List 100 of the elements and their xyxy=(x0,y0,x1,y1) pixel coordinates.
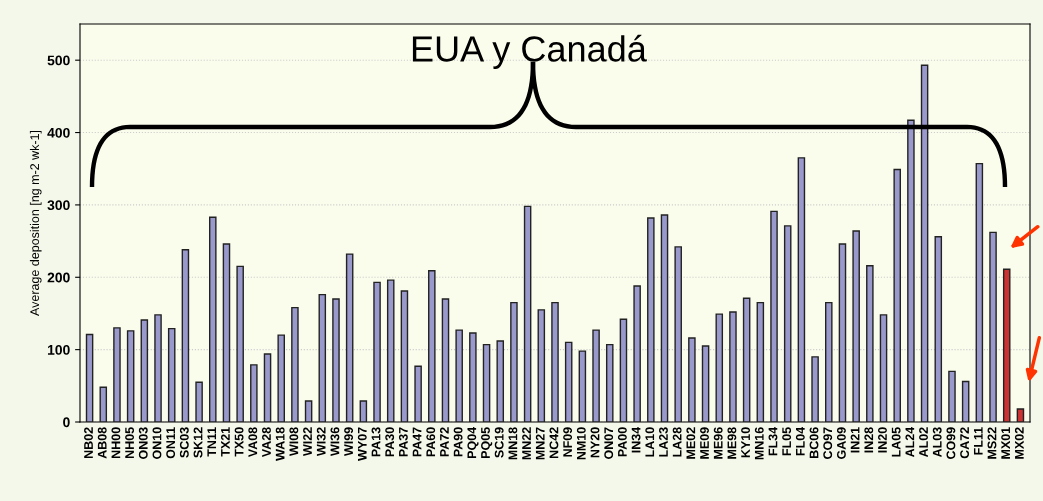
bar xyxy=(647,217,655,422)
bar xyxy=(195,381,203,422)
y-tick-label: 200 xyxy=(47,272,70,283)
x-tick-label: PA60 xyxy=(426,427,436,457)
bar xyxy=(359,400,368,422)
bar xyxy=(688,337,696,422)
x-tick-label: AL02 xyxy=(919,427,928,458)
x-tick-label: CO99 xyxy=(946,427,956,459)
x-tick-label: PQ05 xyxy=(481,427,493,458)
x-tick-label: LA05 xyxy=(891,427,901,457)
x-tick-label: PA72 xyxy=(439,427,449,457)
x-tick-label: ME02 xyxy=(686,427,696,459)
x-tick-label: PA90 xyxy=(453,427,463,457)
x-tick-label: PA37 xyxy=(398,427,408,457)
bar xyxy=(277,334,285,422)
annotation: EUA y Canadá xyxy=(412,34,647,69)
bar xyxy=(989,231,997,422)
bar xyxy=(783,225,792,422)
bar xyxy=(1016,408,1025,422)
bar xyxy=(523,205,532,422)
x-tick-label: TN11 xyxy=(207,427,217,457)
bar xyxy=(578,350,587,422)
x-tick-label: FL05 xyxy=(782,427,792,456)
bar xyxy=(345,253,354,422)
x-tick-label: SC19 xyxy=(494,427,504,458)
y-tick-label: 100 xyxy=(47,344,70,355)
bar xyxy=(222,243,231,422)
bar xyxy=(893,168,901,422)
x-tick-label: PA30 xyxy=(385,427,395,457)
x-tick-label: WY07 xyxy=(357,427,367,461)
bar xyxy=(85,333,94,422)
bar xyxy=(291,306,299,422)
y-tick-label: 0 xyxy=(63,417,70,428)
bar xyxy=(797,157,806,422)
bar xyxy=(154,314,162,422)
bar xyxy=(756,301,765,422)
x-tick-label: VA08 xyxy=(248,427,258,458)
bar xyxy=(400,290,409,422)
bar xyxy=(660,214,669,422)
bar xyxy=(537,309,546,422)
x-tick-label: LA28 xyxy=(672,427,682,457)
bar xyxy=(866,264,874,422)
bar xyxy=(496,340,505,422)
bar xyxy=(920,64,929,422)
x-tick-label: MN16 xyxy=(754,427,764,460)
bar xyxy=(879,314,888,422)
bar xyxy=(428,270,436,422)
bar xyxy=(236,265,244,422)
bar xyxy=(907,119,915,422)
x-tick-label: PA13 xyxy=(371,427,381,457)
bar xyxy=(482,343,491,422)
x-tick-label: NH00 xyxy=(111,427,121,458)
x-tick-label: LA10 xyxy=(645,427,655,457)
x-tick-label: MN27 xyxy=(535,427,545,460)
x-tick-label: ME98 xyxy=(727,427,737,459)
x-tick-label: SC03 xyxy=(179,427,189,458)
x-tick-label: PA47 xyxy=(412,427,422,457)
x-tick-label: ON10 xyxy=(152,427,162,459)
x-tick-label: TX50 xyxy=(234,427,244,457)
x-tick-label: WI36 xyxy=(330,427,340,457)
x-tick-label: NC42 xyxy=(549,427,559,458)
bar xyxy=(715,313,724,422)
bar xyxy=(605,343,614,422)
x-tick-label: SK12 xyxy=(193,427,203,458)
bar xyxy=(592,329,600,422)
bar xyxy=(510,301,518,422)
bar xyxy=(551,301,559,422)
bar xyxy=(181,249,190,422)
x-tick-label: AL24 xyxy=(905,426,915,458)
bar xyxy=(140,319,149,422)
bar xyxy=(948,370,956,422)
x-tick-label: VA28 xyxy=(262,427,271,458)
x-tick-label: IN21 xyxy=(850,427,860,453)
bar xyxy=(414,365,422,422)
bar xyxy=(373,281,381,422)
x-tick-label: IN20 xyxy=(878,427,887,453)
x-tick-label: WA18 xyxy=(275,427,285,461)
bar xyxy=(469,332,477,422)
bar xyxy=(674,246,682,422)
x-tick-label: WI22 xyxy=(303,427,312,457)
bar xyxy=(934,236,943,422)
x-tick-label: NY20 xyxy=(590,427,600,458)
bar xyxy=(701,345,710,422)
bar xyxy=(742,297,751,422)
x-tick-label: ON11 xyxy=(166,427,176,459)
x-tick-label: IN34 xyxy=(631,426,641,453)
bar xyxy=(619,318,628,422)
x-tick-label: BC06 xyxy=(809,427,819,458)
bar xyxy=(318,293,327,422)
x-tick-label: LA23 xyxy=(659,427,668,457)
bar xyxy=(99,386,108,422)
x-tick-label: WI32 xyxy=(316,427,326,457)
x-tick-label: NB02 xyxy=(84,427,93,458)
x-tick-label: PQ04 xyxy=(467,426,479,458)
bar xyxy=(167,327,176,422)
x-tick-label: MN22 xyxy=(522,427,531,460)
y-tick-label: 400 xyxy=(47,127,70,138)
x-tick-label: ME09 xyxy=(700,427,709,459)
y-tick-label: 500 xyxy=(47,55,70,66)
x-tick-label: MN18 xyxy=(508,427,518,460)
